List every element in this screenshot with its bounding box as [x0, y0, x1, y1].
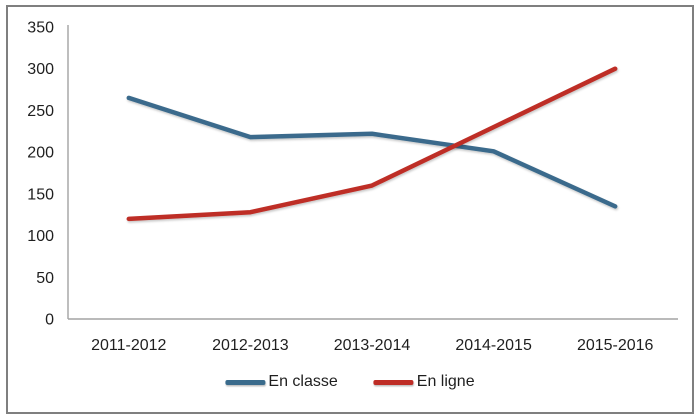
legend-label-en-classe: En classe [268, 373, 338, 390]
y-tick-label: 200 [27, 145, 54, 162]
y-tick-label: 300 [27, 61, 54, 78]
x-tick-label: 2011-2012 [91, 337, 166, 354]
y-tick-label: 100 [27, 228, 54, 245]
legend-item-en-classe: En classe [225, 373, 338, 390]
x-tick-label: 2015-2016 [577, 337, 654, 354]
x-tick-label: 2014-2015 [455, 337, 532, 354]
y-tick-label: 250 [27, 103, 54, 120]
legend-line-swatch-en-ligne [373, 379, 414, 385]
x-tick-label: 2013-2014 [334, 337, 411, 354]
x-tick-label: 2012-2013 [212, 337, 289, 354]
legend-line-swatch-en-classe [225, 379, 266, 385]
series-line-en-ligne [126, 66, 618, 222]
y-tick-label: 50 [36, 270, 54, 287]
legend-label-en-ligne: En ligne [416, 373, 475, 390]
series-line-en-classe [126, 95, 618, 209]
y-tick-label: 150 [27, 186, 54, 203]
legend-item-en-ligne: En ligne [373, 373, 475, 390]
y-tick-label: 350 [27, 20, 54, 37]
y-tick-label: 0 [45, 312, 54, 329]
chart-legend: En classe En ligne [225, 373, 475, 390]
chart-frame [6, 5, 694, 414]
